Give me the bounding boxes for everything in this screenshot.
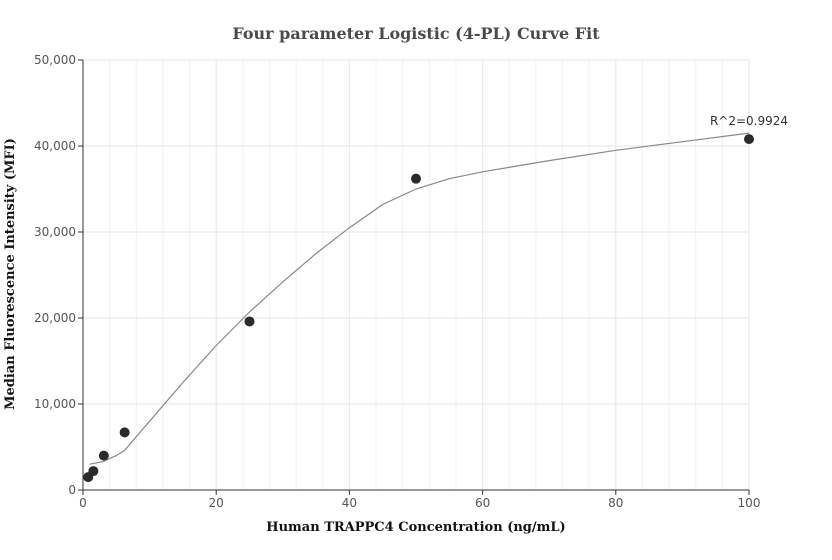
data-point[interactable] — [119, 427, 130, 438]
x-tick-label: 40 — [342, 496, 357, 510]
y-tick-label: 20,000 — [34, 311, 76, 325]
y-tick-label: 10,000 — [34, 397, 76, 411]
x-tick-label: 100 — [738, 496, 761, 510]
y-tick-label: 40,000 — [34, 139, 76, 153]
axes — [78, 59, 750, 495]
tick-labels: 0 20 40 60 80 100 0 10,000 20,000 30,000 40,000 50,… — [34, 53, 760, 510]
data-point[interactable] — [98, 450, 109, 461]
x-tick-label: 0 — [79, 496, 87, 510]
chart-title: Four parameter Logistic (4-PL) Curve Fit — [232, 24, 600, 43]
fit-curve — [89, 132, 750, 465]
y-tick-label: 50,000 — [34, 53, 76, 67]
y-tick-label: 30,000 — [34, 225, 76, 239]
x-tick-label: 60 — [475, 496, 490, 510]
x-tick-label: 20 — [209, 496, 224, 510]
x-tick-label: 80 — [608, 496, 623, 510]
x-axis-title: Human TRAPPC4 Concentration (ng/mL) — [266, 520, 565, 535]
y-tick-label: 0 — [68, 483, 76, 497]
data-point[interactable] — [244, 316, 255, 327]
data-point[interactable] — [88, 466, 99, 477]
data-point[interactable] — [411, 173, 421, 184]
grid — [82, 59, 750, 491]
y-axis-title: Median Fluorescence Intensity (MFI) — [3, 138, 18, 410]
r-squared-annotation: R^2=0.9924 — [710, 114, 788, 128]
fit-curve-layer — [89, 132, 750, 465]
data-point[interactable] — [744, 134, 754, 145]
data-points-layer — [83, 134, 754, 483]
